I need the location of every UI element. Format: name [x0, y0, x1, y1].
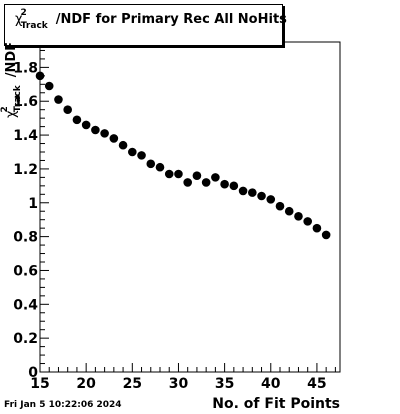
y-tick-label: 0: [28, 365, 38, 381]
chart-title: χ2Track/NDF for Primary Rec All NoHits: [15, 8, 287, 31]
y-axis-label: χ2 Track/NDF: [0, 41, 23, 118]
plot-frame: [39, 41, 341, 373]
data-point: [266, 195, 276, 204]
x-tick-label: 30: [169, 376, 189, 392]
data-point: [183, 178, 192, 187]
data-point: [137, 151, 146, 160]
x-tick-label: 20: [76, 376, 96, 392]
data-point: [211, 173, 220, 182]
data-point: [128, 147, 137, 157]
data-point: [312, 223, 322, 233]
data-point: [257, 191, 266, 201]
data-point: [109, 134, 119, 143]
data-point: [238, 186, 248, 196]
data-point: [248, 188, 257, 197]
data-point: [155, 162, 165, 172]
data-point: [284, 206, 294, 216]
data-point: [220, 179, 229, 189]
data-points: [35, 71, 331, 240]
axis-ticks: 15 20 25 30 35 40 45 0 0.2 0.4 0.6 0.8 1 1.2 1.4 1.6 1.8: [13, 49, 336, 392]
data-point: [54, 95, 63, 104]
timestamp: Fri Jan 5 10:22:06 2024: [4, 400, 122, 410]
y-tick-label: 1.6: [13, 94, 38, 110]
data-point: [81, 120, 91, 130]
data-point: [229, 181, 239, 191]
data-point: [275, 201, 285, 211]
data-point: [91, 125, 100, 135]
data-point: [164, 169, 174, 179]
data-point: [174, 169, 183, 179]
y-tick-label: 1.2: [13, 162, 38, 178]
y-tick-label: 0.8: [13, 230, 38, 246]
data-point: [146, 159, 156, 169]
y-tick-label: 0.4: [13, 297, 38, 313]
data-point: [63, 105, 72, 114]
y-tick-label: 0.2: [13, 331, 38, 347]
x-axis-label: No. of Fit Points: [212, 396, 340, 412]
x-tick-label: 15: [30, 376, 49, 392]
data-point: [44, 81, 54, 91]
y-tick-label: 1: [28, 196, 38, 212]
data-point: [303, 217, 312, 226]
x-tick-label: 45: [307, 376, 326, 392]
y-tick-label: 1.8: [13, 60, 38, 76]
x-tick-label: 25: [123, 376, 142, 392]
x-tick-label: 35: [215, 376, 234, 392]
data-point: [192, 171, 202, 180]
data-point: [35, 71, 45, 81]
y-tick-label: 0.6: [13, 263, 38, 279]
title-box: χ2Track/NDF for Primary Rec All NoHits: [4, 4, 287, 46]
data-point: [321, 230, 331, 240]
data-point: [201, 178, 211, 187]
data-point: [72, 115, 82, 125]
x-tick-label: 40: [261, 376, 281, 392]
data-point: [294, 212, 303, 221]
data-point: [100, 129, 109, 138]
data-point: [118, 140, 128, 150]
y-tick-label: 1.4: [13, 128, 38, 144]
